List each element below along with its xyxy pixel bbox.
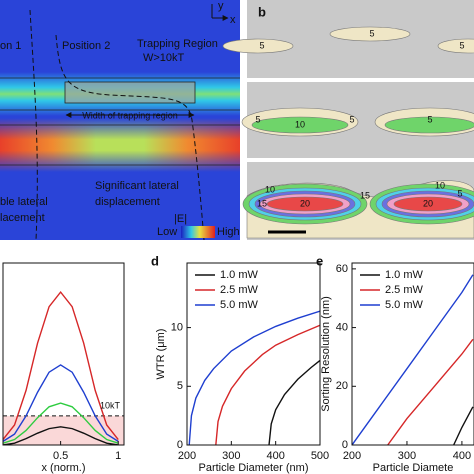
contour-label: 10 — [435, 180, 445, 190]
axis-label: x — [230, 14, 236, 26]
y-tick-label: 0 — [177, 439, 183, 451]
axis-label: y — [218, 0, 224, 12]
x-axis-label: Particle Diamete — [373, 462, 454, 474]
axes-icon — [211, 4, 228, 18]
plot-area — [352, 274, 474, 445]
trapping-region-box — [64, 81, 196, 104]
legend-label: 5.0 mW — [385, 299, 424, 311]
panel-label: b — [258, 4, 266, 19]
annotation: Trapping Region — [137, 38, 218, 50]
data-line — [215, 324, 320, 445]
annotation: Width of trapping region — [82, 110, 178, 120]
x-tick-label: 200 — [343, 450, 361, 462]
colorbar — [181, 226, 215, 238]
contour-label: 5 — [255, 114, 260, 124]
panel-a: y x on 1 Position 2 Trapping Region W>10… — [0, 0, 240, 240]
data-line — [188, 310, 320, 445]
panel-label: d — [151, 253, 159, 268]
contour-label: 20 — [300, 198, 310, 208]
threshold-label: 10kT — [100, 400, 121, 410]
contour-label: 10 — [295, 119, 305, 129]
panel-label: e — [316, 253, 323, 268]
y-tick-label: 0 — [342, 439, 348, 451]
data-line — [453, 406, 474, 445]
data-line — [3, 290, 119, 440]
legend-label: 2.5 mW — [220, 284, 259, 296]
contour-label: 5 — [349, 114, 354, 124]
chart: 200 300 400 0 20 40 60 Particle Diamete Sorting … — [316, 253, 474, 474]
legend-label: 2.5 mW — [385, 284, 424, 296]
legend-label: 1.0 mW — [385, 269, 424, 281]
annotation: Position 2 — [62, 40, 110, 52]
x-tick-label: 400 — [453, 450, 471, 462]
annotation: lacement — [0, 212, 45, 224]
legend-label: 1.0 mW — [220, 269, 259, 281]
data-line — [3, 364, 119, 442]
data-line — [3, 402, 119, 444]
x-tick-label: 300 — [222, 450, 240, 462]
axes-frame — [2, 262, 125, 446]
x-tick-label: 200 — [178, 450, 196, 462]
data-line — [3, 426, 119, 445]
y-tick-label: 5 — [177, 380, 183, 392]
x-tick-label: 400 — [266, 450, 284, 462]
y-tick-label: 60 — [336, 263, 348, 275]
data-line — [387, 338, 474, 445]
chart: 200 300 400 500 0 5 10 Particle Diameter (nm) WT… — [151, 253, 329, 473]
chart: 10kT 0.5 1 x (norm.) — [2, 262, 125, 474]
axes-frame — [186, 262, 321, 446]
data-line — [268, 359, 320, 445]
contour-label: 5 — [427, 114, 432, 124]
x-tick-label: 300 — [398, 450, 416, 462]
colorbar-label: High — [217, 226, 240, 238]
x-tick-label: 500 — [311, 450, 329, 462]
contour-label: 15 — [257, 198, 267, 208]
contour-label: 20 — [423, 198, 433, 208]
waveguide-edges — [0, 77, 240, 166]
colorbar-title: |E| — [174, 213, 187, 225]
y-axis-label: WTR (μm) — [155, 329, 167, 380]
y-axis-label: Sorting Resolution (nm) — [320, 296, 332, 412]
data-line — [352, 274, 474, 445]
contour-label: 5 — [459, 40, 464, 50]
panel-b: b 5 5 5 10 5 5 5 10 15 20 20 15 10 5 — [222, 0, 474, 240]
contours-3 — [242, 180, 474, 239]
x-tick-label: 1 — [115, 450, 121, 462]
hot-band-fade — [0, 118, 240, 172]
contours-2 — [241, 107, 474, 137]
annotation: displacement — [95, 196, 160, 208]
annotation: W>10kT — [143, 52, 185, 64]
annotation: ble lateral — [0, 196, 48, 208]
plot-area — [3, 290, 124, 445]
y-tick-label: 40 — [336, 321, 348, 333]
annotation: on 1 — [0, 40, 21, 52]
y-tick-label: 10 — [171, 321, 183, 333]
x-axis-label: x (norm.) — [42, 462, 86, 474]
annotation: Significant lateral — [95, 180, 179, 192]
y-tick-label: 20 — [336, 380, 348, 392]
contour-label: 5 — [457, 188, 462, 198]
trajectories — [29, 9, 205, 240]
colorbar-label: Low — [157, 226, 177, 238]
contour-label: 5 — [369, 28, 374, 38]
x-tick-label: 0.5 — [53, 450, 68, 462]
contours-1 — [222, 26, 474, 54]
contour-label: 15 — [360, 190, 370, 200]
x-axis-label: Particle Diameter (nm) — [198, 462, 308, 474]
plot-area — [188, 310, 320, 445]
contour-label: 10 — [265, 184, 275, 194]
contour-label: 5 — [259, 40, 264, 50]
legend-label: 5.0 mW — [220, 299, 259, 311]
axes-frame — [351, 262, 474, 446]
